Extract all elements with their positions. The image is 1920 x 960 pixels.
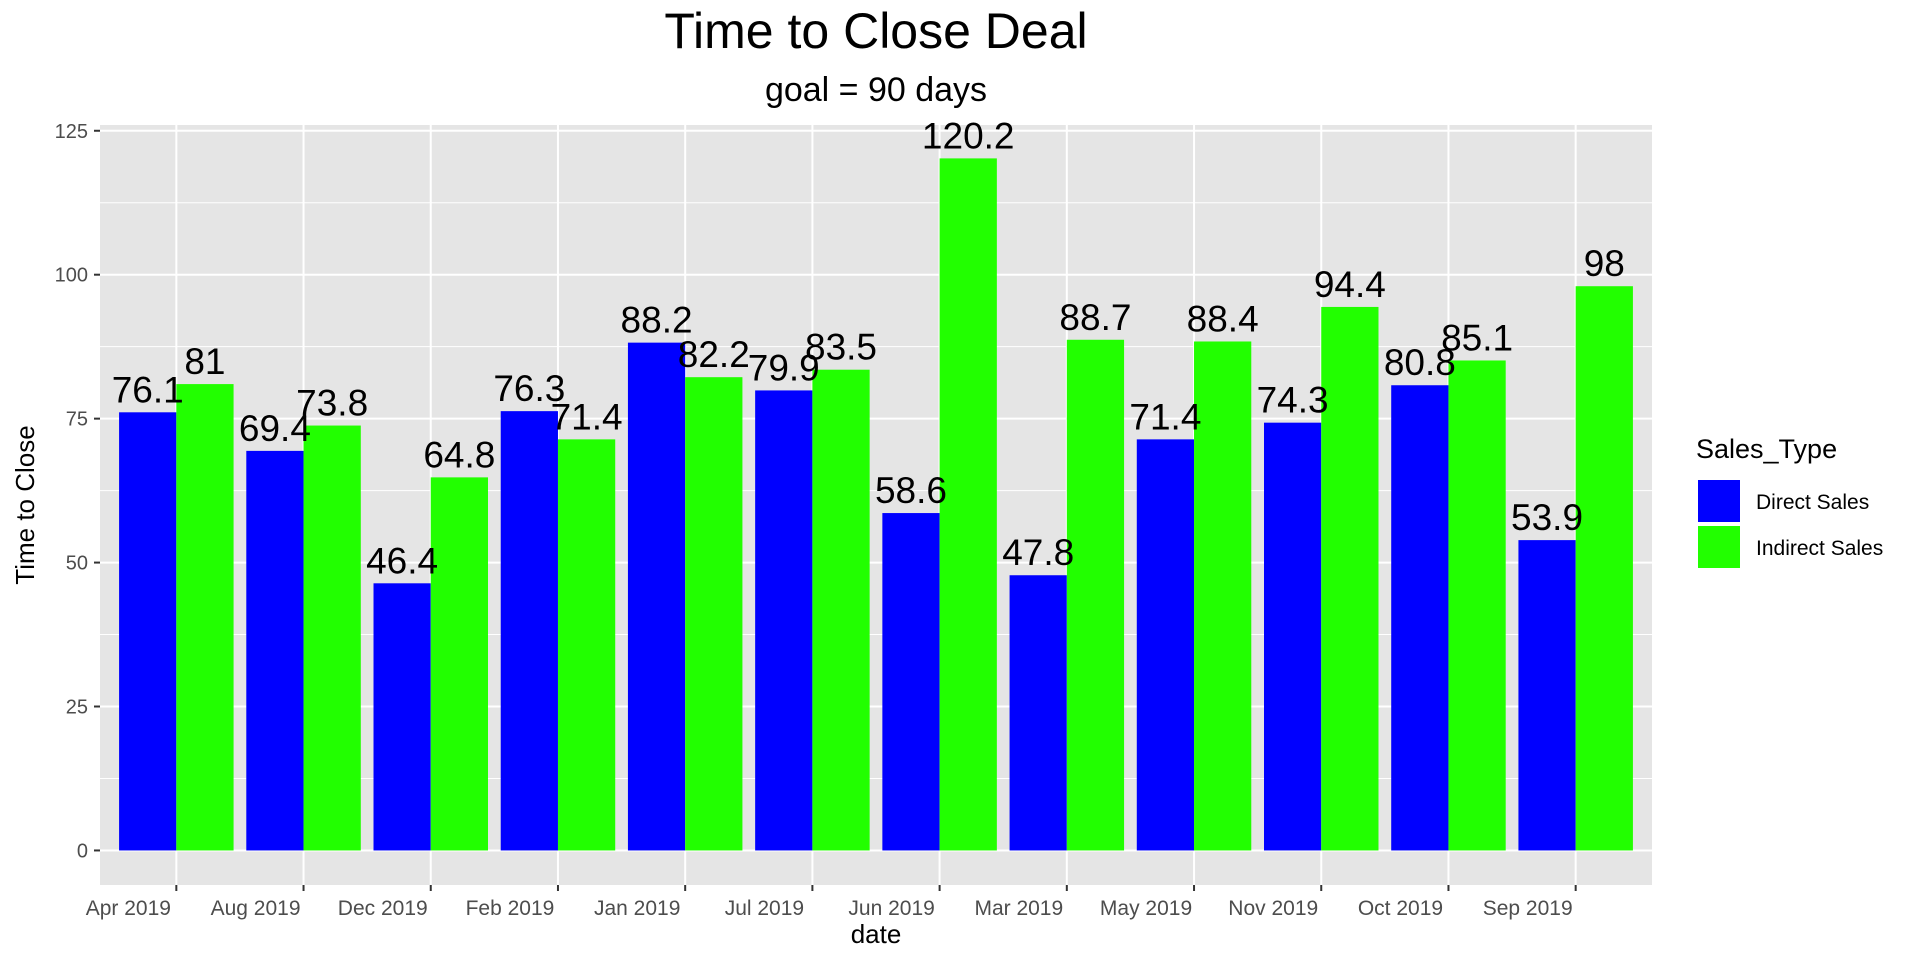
data-label: 47.8 xyxy=(1002,532,1074,573)
bar-indirect-sales xyxy=(1194,341,1252,851)
y-axis-label: Time to Close xyxy=(10,425,40,584)
y-tick-label: 25 xyxy=(66,697,88,719)
data-label: 46.4 xyxy=(366,540,438,581)
bar-direct-sales xyxy=(882,513,940,851)
data-label: 53.9 xyxy=(1511,497,1583,538)
data-label: 81 xyxy=(184,341,225,382)
chart-subtitle: goal = 90 days xyxy=(765,71,987,109)
data-labels: 76.18169.473.846.464.876.371.488.282.279… xyxy=(112,115,1625,581)
x-tick-label: Jan 2019 xyxy=(594,897,680,920)
bar-indirect-sales xyxy=(812,369,870,851)
bar-indirect-sales xyxy=(1321,306,1379,851)
y-tick-label: 75 xyxy=(66,409,88,431)
bar-direct-sales xyxy=(755,390,813,851)
data-label: 120.2 xyxy=(922,115,1015,156)
y-axis: 0 25 50 75 100 125 xyxy=(55,121,100,862)
bar-direct-sales xyxy=(500,411,558,851)
bar-indirect-sales xyxy=(1448,360,1506,851)
y-tick-label: 100 xyxy=(55,265,88,287)
x-tick-label: May 2019 xyxy=(1100,897,1192,920)
bar-indirect-sales xyxy=(1066,339,1125,851)
x-tick-label: Aug 2019 xyxy=(211,897,301,920)
legend-title: Sales_Type xyxy=(1696,434,1837,464)
data-label: 64.8 xyxy=(423,434,495,475)
data-label: 82.2 xyxy=(678,334,750,375)
legend-key-direct-sales xyxy=(1696,478,1742,524)
data-label: 79.9 xyxy=(748,347,820,388)
data-label: 88.2 xyxy=(621,300,693,341)
legend-label-direct-sales: Direct Sales xyxy=(1756,491,1869,514)
bar-indirect-sales xyxy=(939,158,997,851)
x-tick-label: Mar 2019 xyxy=(974,897,1063,920)
bar-direct-sales xyxy=(119,412,177,851)
bar-indirect-sales xyxy=(176,384,234,851)
bar-direct-sales xyxy=(246,450,304,851)
y-tick-label: 50 xyxy=(66,553,88,575)
x-tick-label: Nov 2019 xyxy=(1228,897,1318,920)
bar-direct-sales xyxy=(1136,439,1195,851)
y-tick-label: 0 xyxy=(77,840,88,862)
x-tick-label: Apr 2019 xyxy=(86,897,171,920)
legend: Sales_Type Direct Sales Indirect Sales xyxy=(1696,434,1883,570)
bars xyxy=(119,158,1633,851)
data-label: 73.8 xyxy=(296,383,368,424)
data-label: 76.3 xyxy=(493,368,565,409)
data-label: 74.3 xyxy=(1257,380,1329,421)
legend-key-indirect-sales xyxy=(1696,524,1742,570)
x-tick-label: Feb 2019 xyxy=(466,897,555,920)
bar-indirect-sales xyxy=(1575,286,1633,851)
bar-indirect-sales xyxy=(685,377,743,851)
data-label: 80.8 xyxy=(1384,342,1456,383)
data-label: 88.4 xyxy=(1187,298,1259,339)
data-label: 83.5 xyxy=(805,327,877,368)
bar-indirect-sales xyxy=(557,439,616,851)
bar-indirect-sales xyxy=(430,477,488,851)
y-tick-label: 125 xyxy=(55,121,88,143)
data-label: 94.4 xyxy=(1314,264,1386,305)
x-axis-label: date xyxy=(851,919,902,949)
data-label: 58.6 xyxy=(875,470,947,511)
x-tick-label: Jun 2019 xyxy=(848,897,934,920)
data-label: 76.1 xyxy=(112,369,184,410)
data-label: 71.4 xyxy=(551,396,623,437)
x-tick-label: Oct 2019 xyxy=(1358,897,1443,920)
bar-direct-sales xyxy=(1391,385,1449,851)
bar-direct-sales xyxy=(1009,575,1067,851)
data-label: 85.1 xyxy=(1441,317,1513,358)
bar-indirect-sales xyxy=(303,425,361,851)
data-label: 98 xyxy=(1584,243,1625,284)
data-label: 69.4 xyxy=(239,408,311,449)
bar-direct-sales xyxy=(1264,422,1322,851)
x-tick-label: Sep 2019 xyxy=(1483,897,1573,920)
legend-label-indirect-sales: Indirect Sales xyxy=(1756,537,1883,560)
bar-direct-sales xyxy=(1518,540,1576,851)
data-label: 88.7 xyxy=(1059,297,1131,338)
bar-direct-sales xyxy=(627,342,686,851)
x-axis: Apr 2019 Aug 2019 Dec 2019 Feb 2019 Jan 2019… xyxy=(86,885,1577,920)
x-tick-label: Jul 2019 xyxy=(725,897,804,920)
chart-title: Time to Close Deal xyxy=(664,3,1087,59)
data-label: 71.4 xyxy=(1129,396,1201,437)
bar-direct-sales xyxy=(373,583,431,851)
x-tick-label: Dec 2019 xyxy=(338,897,428,920)
